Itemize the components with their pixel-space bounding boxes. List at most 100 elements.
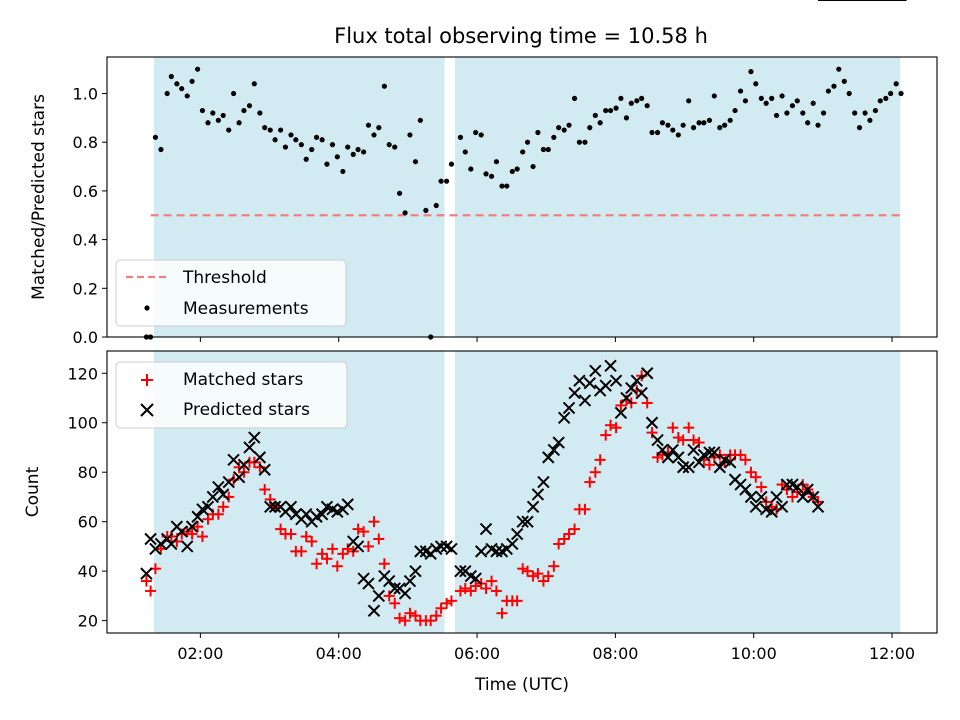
measurement-point xyxy=(690,125,697,131)
matched-star-marker xyxy=(610,422,622,434)
matched-star-marker xyxy=(667,422,679,434)
predicted-star-marker xyxy=(299,508,313,521)
measurement-point xyxy=(717,125,723,131)
matched-star-marker xyxy=(192,521,204,533)
predicted-star-marker xyxy=(645,416,659,429)
predicted-star-marker xyxy=(542,451,555,464)
matched-star-marker xyxy=(362,540,374,552)
matched-star-marker xyxy=(615,399,627,411)
predicted-star-marker xyxy=(367,604,381,617)
measurement-point xyxy=(257,110,263,116)
matched-star-marker xyxy=(404,607,416,619)
measurement-point xyxy=(371,132,377,138)
predicted-star-marker xyxy=(201,500,215,514)
matched-star-marker xyxy=(425,615,437,627)
ratio-legend-box xyxy=(115,259,347,327)
matched-star-marker xyxy=(496,607,508,619)
matched-star-marker xyxy=(202,513,214,525)
predicted-star-marker xyxy=(599,379,612,392)
measurement-point xyxy=(727,117,733,123)
measurement-point xyxy=(883,95,889,101)
matched-star-marker xyxy=(641,397,653,409)
y-tick-label: 0.0 xyxy=(73,328,98,347)
predicted-star-marker xyxy=(640,367,654,380)
measurement-point xyxy=(412,159,419,165)
measurement-point xyxy=(392,144,398,150)
measurement-point xyxy=(825,88,832,94)
matched-star-marker xyxy=(486,575,498,587)
predicted-star-marker xyxy=(604,359,617,373)
measurement-points xyxy=(143,66,904,340)
x-tick-label: 08:00 xyxy=(592,644,638,663)
measurement-point xyxy=(680,122,686,128)
measurement-point xyxy=(711,93,717,99)
count-legend: Matched stars Predicted stars xyxy=(115,361,348,429)
matched-star-marker xyxy=(465,585,477,597)
matched-star-marker xyxy=(196,531,208,543)
measurement-point xyxy=(769,95,775,101)
measurement-point xyxy=(361,149,367,155)
y-tick-label: 0.6 xyxy=(73,182,98,201)
x-tick-label: 02:00 xyxy=(177,644,223,663)
matched-star-marker xyxy=(594,454,606,466)
measurement-point xyxy=(841,78,847,84)
y-tick-label: 0.8 xyxy=(73,133,98,152)
measurement-point xyxy=(582,139,588,145)
matched-star-marker xyxy=(430,610,442,622)
measurement-point xyxy=(493,159,500,165)
predicted-star-marker xyxy=(185,520,199,533)
predicted-star-marker xyxy=(140,567,153,580)
measurement-point xyxy=(230,90,237,97)
measurement-point xyxy=(179,86,185,92)
count-legend-box xyxy=(115,361,348,429)
measurement-point xyxy=(592,112,598,119)
measurement-point xyxy=(587,125,593,131)
matched-star-marker xyxy=(750,471,762,483)
measurement-point xyxy=(324,161,330,167)
matched-star-marker xyxy=(703,459,715,471)
measurement-point xyxy=(236,120,242,126)
matched-star-marker xyxy=(693,437,705,449)
predicted-star-marker xyxy=(765,505,778,518)
matched-star-marker xyxy=(140,575,152,587)
measurement-point xyxy=(488,173,495,179)
predicted-star-marker xyxy=(562,401,576,415)
predicted-star-marker xyxy=(589,364,602,377)
measurement-point xyxy=(623,115,630,121)
predicted-star-marker xyxy=(521,515,534,528)
measurement-point xyxy=(199,107,206,114)
predicted-star-marker xyxy=(232,470,246,484)
matched-star-marker xyxy=(517,563,529,575)
measurement-point xyxy=(293,137,299,143)
measurement-point xyxy=(748,69,754,75)
measurement-point xyxy=(794,98,800,104)
measurement-point xyxy=(504,183,510,189)
measurement-point xyxy=(448,161,455,167)
predicted-star-marker xyxy=(557,411,571,424)
matched-star-marker xyxy=(605,419,617,431)
measurement-point xyxy=(644,103,650,109)
predicted-star-marker xyxy=(811,500,825,514)
predicted-star-marker xyxy=(578,394,592,407)
matched-star-marker xyxy=(522,565,534,577)
predicted-star-marker xyxy=(661,451,675,464)
matched-star-marker xyxy=(537,575,549,587)
matched-star-marker xyxy=(786,491,798,503)
predicted-star-marker xyxy=(806,490,820,504)
measurement-point xyxy=(556,125,562,131)
measurement-point xyxy=(478,132,484,138)
legend-plus-glyph xyxy=(141,374,153,386)
y-tick-label: 0.2 xyxy=(73,279,98,298)
matched-star-marker xyxy=(212,508,224,520)
predicted-star-marker xyxy=(284,500,298,514)
matched-star-marker xyxy=(548,560,560,572)
measurement-point xyxy=(607,107,614,114)
predicted-star-marker xyxy=(216,488,230,501)
ratio-axis-ticks: 0.0 0.2 0.4 0.6 0.8 1.0 xyxy=(73,85,893,347)
y-tick-label: 1.0 xyxy=(73,85,98,104)
measurement-point xyxy=(152,134,159,140)
predicted-star-marker xyxy=(682,461,695,474)
matched-star-marker xyxy=(646,427,658,439)
predicted-star-marker xyxy=(780,478,794,491)
predicted-star-marker xyxy=(362,577,375,590)
